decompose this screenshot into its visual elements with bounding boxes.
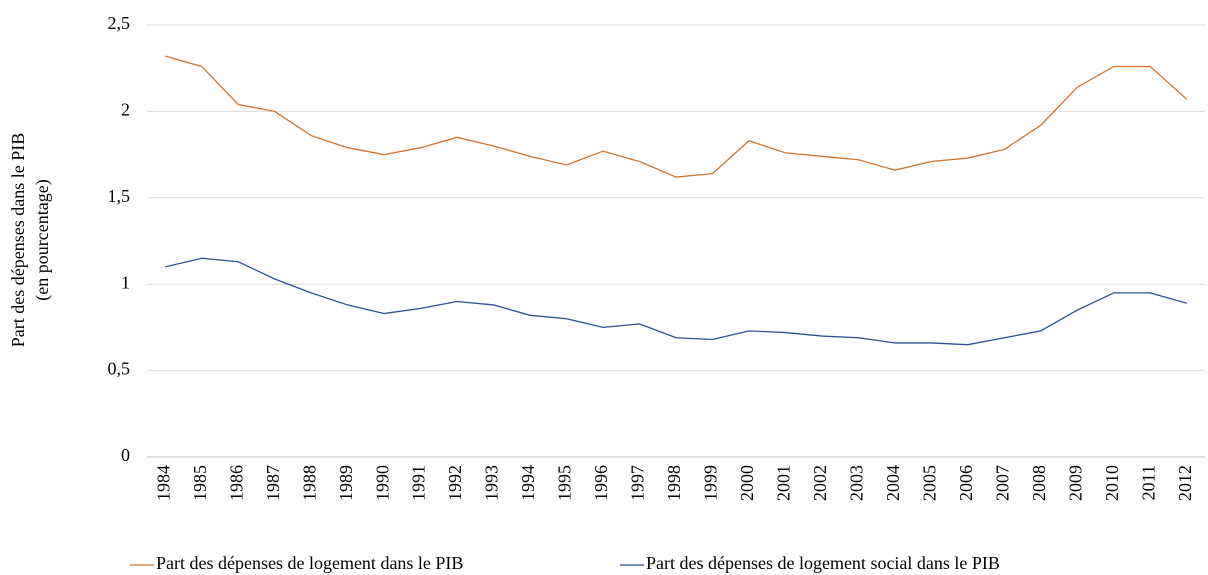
x-tick-label: 1986	[226, 465, 246, 501]
x-tick-label: 1995	[555, 465, 575, 501]
x-tick-label: 1992	[445, 465, 465, 501]
y-tick-label: 2	[121, 100, 130, 120]
x-tick-label: 1993	[482, 465, 502, 501]
x-tick-label: 1989	[336, 465, 356, 501]
x-tick-label: 1997	[628, 465, 648, 501]
x-tick-label: 1999	[701, 465, 721, 501]
x-tick-label: 1996	[591, 465, 611, 501]
y-tick-label: 1	[121, 272, 130, 292]
series-line	[165, 55, 1188, 178]
x-tick-label: 2005	[920, 465, 940, 501]
x-tick-label: 2007	[992, 465, 1012, 501]
y-tick-label: 2,5	[108, 13, 131, 33]
x-tick-label: 2003	[847, 465, 867, 501]
y-axis-label: Part des dépenses dans le PIB	[8, 133, 28, 347]
y-tick-label: 0	[121, 445, 130, 465]
x-tick-label: 2010	[1102, 465, 1122, 501]
x-tick-label: 2006	[956, 465, 976, 501]
x-tick-label: 1998	[664, 465, 684, 501]
x-tick-label: 1987	[263, 465, 283, 501]
x-tick-label: 1984	[153, 465, 173, 501]
x-tick-label: 2004	[883, 465, 903, 501]
x-tick-label: 2002	[810, 465, 830, 501]
x-tick-label: 2008	[1029, 465, 1049, 501]
x-tick-label: 1990	[372, 465, 392, 501]
legend-label: Part des dépenses de logement social dan…	[646, 553, 1000, 573]
y-tick-label: 1,5	[108, 186, 131, 206]
y-axis-label: (en pourcentage)	[32, 179, 53, 300]
x-tick-label: 2000	[737, 465, 757, 501]
x-tick-label: 2009	[1065, 465, 1085, 501]
x-tick-label: 1988	[299, 465, 319, 501]
x-tick-label: 2001	[774, 465, 794, 501]
y-tick-label: 0,5	[108, 359, 131, 379]
legend-label: Part des dépenses de logement dans le PI…	[156, 553, 463, 573]
x-tick-label: 2011	[1138, 465, 1158, 500]
x-tick-label: 1985	[190, 465, 210, 501]
series-line	[165, 257, 1187, 346]
x-tick-label: 1994	[518, 465, 538, 501]
x-tick-label: 1991	[409, 465, 429, 501]
x-tick-label: 2012	[1175, 465, 1195, 501]
